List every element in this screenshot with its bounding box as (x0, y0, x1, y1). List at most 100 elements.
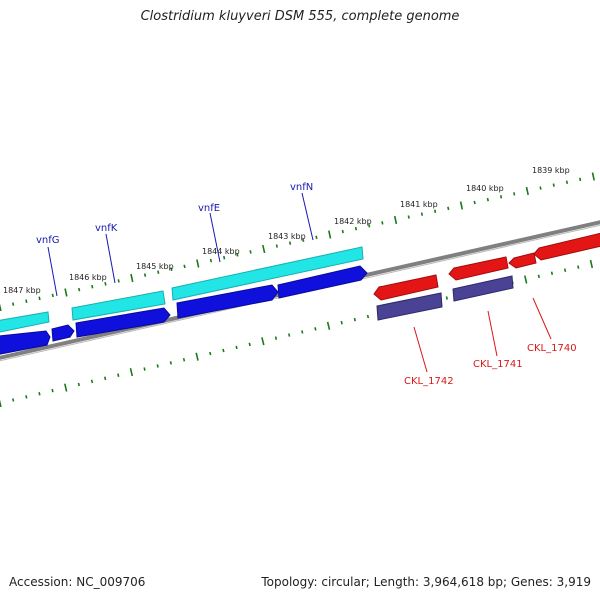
minor-tick (78, 287, 81, 292)
minor-tick (550, 271, 554, 275)
cds-purple-CKL_1742[interactable] (376, 292, 443, 321)
minor-tick (117, 373, 120, 377)
cds-reverse-2[interactable] (51, 324, 75, 342)
connector-vnfK (105, 233, 116, 284)
gene-label-CKL_1740[interactable]: CKL_1740 (527, 343, 577, 354)
major-tick (64, 288, 68, 297)
minor-tick (354, 226, 358, 231)
connector-CKL_1742 (413, 326, 428, 373)
minor-tick (341, 229, 344, 234)
minor-tick (499, 195, 503, 199)
minor-tick (38, 392, 41, 396)
kbp-label: 1847 kbp (3, 286, 41, 295)
cds-purple-CKL_1741[interactable] (452, 275, 514, 302)
minor-tick (156, 364, 159, 368)
major-tick (591, 172, 595, 181)
kbp-label: 1845 kbp (136, 262, 174, 271)
major-tick (393, 215, 398, 225)
minor-tick (143, 273, 147, 277)
gene-label-CKL_1741[interactable]: CKL_1741 (473, 359, 523, 370)
minor-tick (366, 314, 370, 319)
minor-tick (565, 180, 569, 184)
minor-tick (445, 296, 448, 300)
connector-CKL_1741 (487, 310, 498, 357)
gene-label-vnfG[interactable]: vnfG (36, 235, 60, 246)
major-tick (328, 230, 332, 239)
kbp-label: 1840 kbp (466, 184, 504, 193)
minor-tick (249, 250, 252, 254)
minor-tick (447, 206, 450, 211)
minor-tick (537, 274, 540, 279)
map-title: Clostridium kluyveri DSM 555, complete g… (140, 9, 460, 24)
outer-tick-track (0, 172, 595, 312)
major-tick (129, 368, 134, 377)
major-tick (262, 244, 266, 254)
minor-tick (236, 253, 239, 257)
connector-vnfE (209, 212, 221, 263)
minor-tick (169, 361, 172, 365)
gene-label-vnfE[interactable]: vnfE (198, 203, 220, 214)
minor-tick (552, 183, 555, 187)
cds-forward-1[interactable] (0, 311, 50, 334)
cds-red-1[interactable] (448, 256, 509, 281)
kbp-label: 1843 kbp (268, 232, 306, 241)
minor-tick (381, 221, 384, 225)
minor-tick (275, 244, 278, 248)
major-tick (195, 352, 199, 361)
minor-tick (157, 270, 160, 274)
major-tick (261, 337, 265, 346)
gene-label-CKL_1742[interactable]: CKL_1742 (404, 376, 454, 387)
cds-red-CKL_1742[interactable] (373, 274, 439, 301)
minor-tick (143, 367, 146, 371)
genome-summary-text: Topology: circular; Length: 3,964,618 bp… (261, 575, 591, 589)
cds-reverse-3[interactable] (75, 307, 171, 338)
minor-tick (209, 351, 212, 356)
minor-tick (577, 265, 580, 269)
cds-forward-vnfG-vnfK[interactable] (71, 290, 166, 321)
minor-tick (314, 327, 317, 331)
major-tick (525, 186, 529, 196)
minor-tick (90, 379, 94, 384)
minor-tick (235, 345, 238, 350)
minor-tick (539, 186, 542, 190)
minor-tick (104, 376, 107, 381)
gene-labels: vnfG vnfK vnfE vnfN CKL_1742 CKL_1741 CK… (36, 182, 577, 387)
minor-tick (12, 302, 15, 306)
connector-CKL_1740 (532, 297, 552, 340)
gene-label-vnfN[interactable]: vnfN (290, 182, 313, 193)
cds-red-3[interactable] (533, 231, 600, 261)
minor-tick (12, 398, 15, 402)
minor-tick (222, 348, 225, 353)
minor-tick (579, 177, 582, 182)
minor-tick (25, 299, 28, 303)
major-tick (326, 321, 331, 330)
minor-tick (315, 235, 318, 240)
minor-tick (209, 258, 213, 263)
cds-reverse-4[interactable] (176, 284, 279, 319)
cds-forward-vnfE-vnfN[interactable] (171, 246, 364, 301)
minor-tick (420, 212, 424, 216)
minor-tick (563, 268, 567, 272)
label-connectors (47, 192, 552, 373)
cds-red-2[interactable] (508, 252, 537, 269)
kbp-label: 1846 kbp (69, 273, 107, 282)
minor-tick (51, 293, 54, 298)
kbp-label: 1844 kbp (202, 247, 240, 256)
major-tick (196, 259, 200, 268)
gene-label-vnfK[interactable]: vnfK (95, 223, 118, 234)
minor-tick (353, 317, 356, 322)
minor-tick (91, 284, 94, 289)
cds-reverse-1[interactable] (0, 330, 51, 356)
cds-reverse-5[interactable] (277, 265, 368, 299)
major-tick (64, 383, 68, 392)
major-tick (459, 201, 464, 210)
minor-tick (407, 215, 410, 219)
minor-tick (104, 282, 107, 286)
kbp-label: 1839 kbp (532, 166, 570, 175)
minor-tick (486, 197, 489, 202)
minor-tick (25, 395, 28, 399)
minor-tick (117, 279, 120, 283)
major-tick (0, 303, 2, 312)
